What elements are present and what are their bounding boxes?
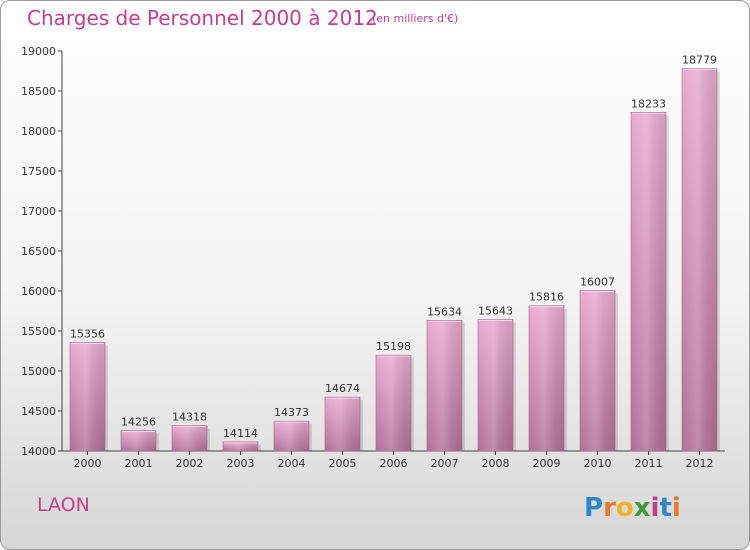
y-tick-label: 14500 xyxy=(21,405,56,418)
bar-shine xyxy=(580,290,615,451)
bar-shine xyxy=(631,112,666,452)
y-tick-label: 16000 xyxy=(21,285,56,298)
x-tick-label: 2011 xyxy=(635,457,663,470)
x-tick-label: 2002 xyxy=(176,457,204,470)
y-tick-label: 14000 xyxy=(21,445,56,458)
y-tick-label: 16500 xyxy=(21,245,56,258)
bars-group xyxy=(69,68,720,452)
x-tick-label: 2012 xyxy=(686,457,714,470)
value-label: 14318 xyxy=(172,411,207,424)
bar-shine xyxy=(121,430,156,451)
x-tick-label: 2009 xyxy=(533,457,561,470)
bar-shine xyxy=(478,319,513,451)
value-label: 18233 xyxy=(631,97,666,110)
value-labels-group: 15356 14256 14318 14114 14373 14674 15198 15634… xyxy=(70,54,717,440)
value-label: 15356 xyxy=(70,328,105,341)
x-tick-label: 2010 xyxy=(584,457,612,470)
value-label: 15643 xyxy=(478,305,513,318)
x-tick-label: 2006 xyxy=(380,457,408,470)
value-label: 15816 xyxy=(529,291,564,304)
bar-shine xyxy=(223,441,258,451)
value-label: 14373 xyxy=(274,406,309,419)
bar-shine xyxy=(682,68,717,452)
value-label: 14256 xyxy=(121,416,156,429)
y-tick-label: 18500 xyxy=(21,85,56,98)
x-axis: 2000 2001 2002 2003 2004 2005 2006 2007 2008 2009… xyxy=(62,450,725,470)
value-label: 14114 xyxy=(223,427,258,440)
value-label: 18779 xyxy=(682,54,717,67)
x-tick-label: 2001 xyxy=(125,457,153,470)
bar-shine xyxy=(325,397,360,451)
value-label: 15634 xyxy=(427,305,462,318)
bar-shine xyxy=(274,421,309,451)
chart-subtitle: (en milliers d'€) xyxy=(372,12,459,25)
x-tick-label: 2004 xyxy=(278,457,306,470)
x-tick-label: 2003 xyxy=(227,457,255,470)
value-label: 16007 xyxy=(580,275,615,288)
svg-text:Proxiti: Proxiti xyxy=(584,493,681,523)
y-tick-label: 17000 xyxy=(21,205,56,218)
value-label: 14674 xyxy=(325,382,360,395)
bar-shine xyxy=(529,305,564,451)
chart-title: Charges de Personnel 2000 à 2012 xyxy=(27,6,378,30)
city-name: LAON xyxy=(37,494,90,516)
bar-shine xyxy=(172,425,207,451)
y-tick-label: 17500 xyxy=(21,165,56,178)
y-tick-label: 15000 xyxy=(21,365,56,378)
x-tick-label: 2007 xyxy=(431,457,459,470)
bar-shine xyxy=(427,320,462,451)
proxiti-logo[interactable]: Proxiti xyxy=(584,490,694,524)
y-tick-label: 15500 xyxy=(21,325,56,338)
value-label: 15198 xyxy=(376,340,411,353)
y-tick-label: 18000 xyxy=(21,125,56,138)
x-tick-label: 2008 xyxy=(482,457,510,470)
y-axis: 14000 14500 15000 15500 16000 16500 17000 17500… xyxy=(21,45,63,458)
y-tick-label: 19000 xyxy=(21,45,56,58)
bar-shine xyxy=(376,355,411,451)
x-tick-label: 2000 xyxy=(74,457,102,470)
x-tick-label: 2005 xyxy=(329,457,357,470)
bar-shine xyxy=(70,342,105,451)
